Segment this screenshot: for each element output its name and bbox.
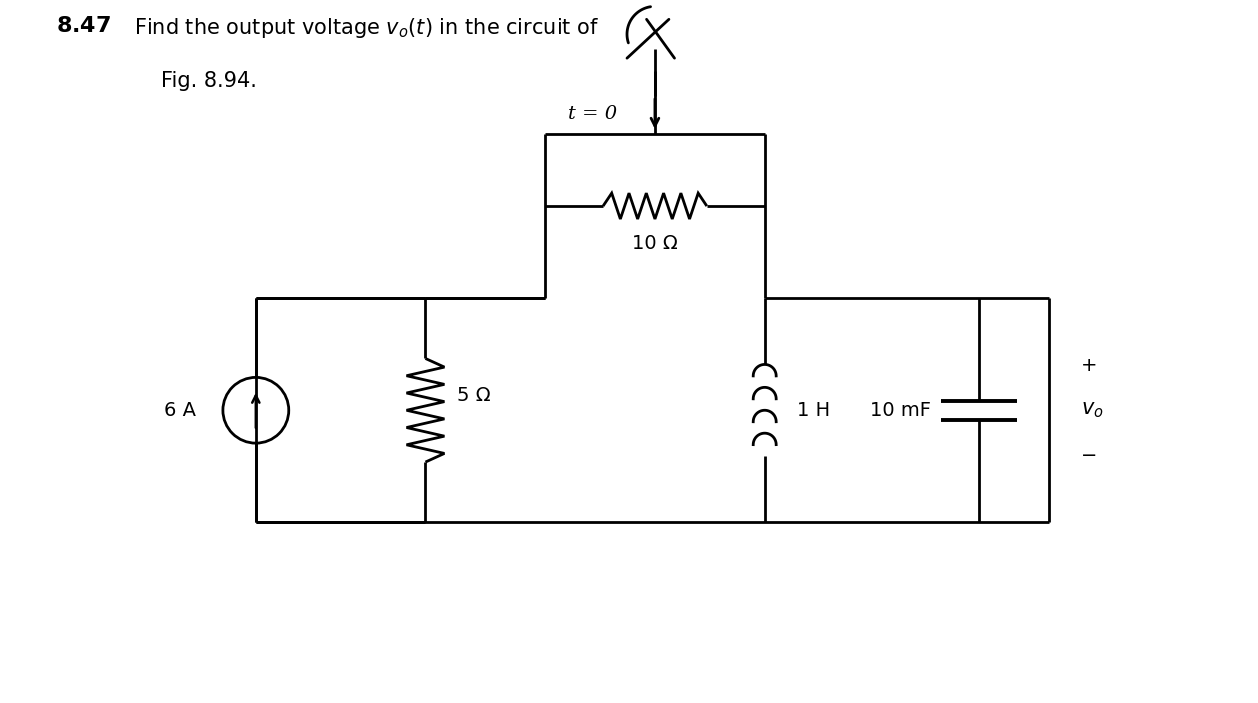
Text: 10 Ω: 10 Ω [632, 234, 678, 253]
Text: −: − [1081, 446, 1097, 465]
Text: 5 Ω: 5 Ω [458, 386, 491, 405]
Text: $v_o$: $v_o$ [1081, 400, 1103, 420]
Text: $\mathbf{8.47}$: $\mathbf{8.47}$ [57, 16, 112, 37]
Text: 1 H: 1 H [796, 401, 830, 420]
Text: Fig. 8.94.: Fig. 8.94. [161, 71, 257, 91]
Text: Find the output voltage $v_o(t)$ in the circuit of: Find the output voltage $v_o(t)$ in the … [135, 16, 599, 40]
Text: +: + [1081, 356, 1097, 375]
Text: t = 0: t = 0 [567, 105, 616, 123]
Text: 6 A: 6 A [164, 401, 196, 420]
Text: 10 mF: 10 mF [871, 401, 931, 420]
